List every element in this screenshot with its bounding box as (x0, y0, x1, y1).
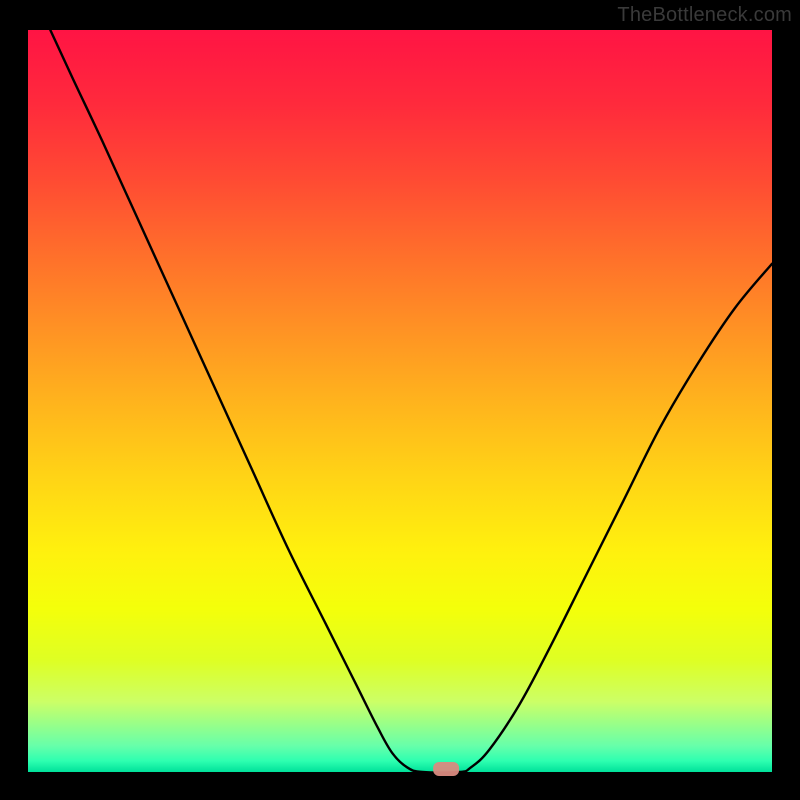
watermark-text: TheBottleneck.com (617, 4, 792, 27)
chart-container: TheBottleneck.com (0, 0, 800, 800)
optimal-point-marker (433, 762, 459, 776)
plot-background (28, 30, 772, 772)
bottleneck-curve-chart (0, 0, 800, 800)
